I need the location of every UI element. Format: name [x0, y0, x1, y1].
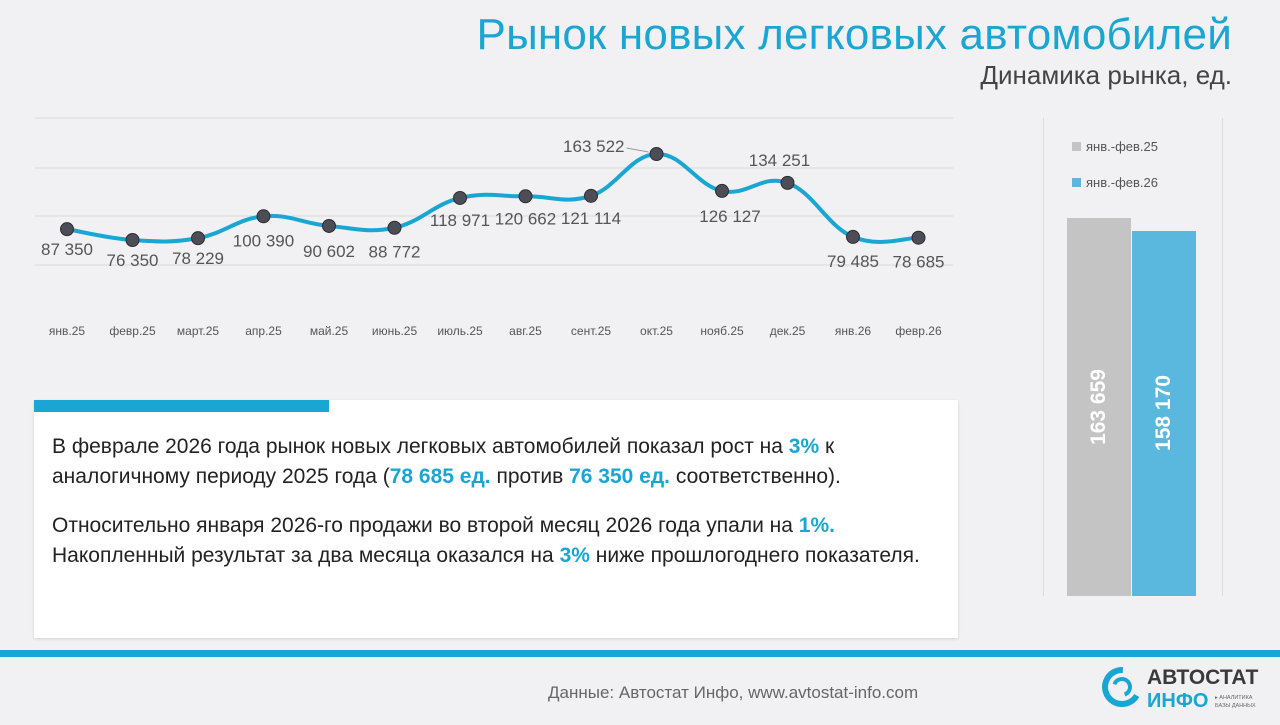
x-tick-label: февр.25: [109, 324, 156, 338]
x-tick-label: авг.25: [509, 324, 542, 338]
bar-value-label: 163 659: [1087, 369, 1110, 445]
data-point-июль.25: [453, 190, 467, 205]
data-point-янв.25: [60, 222, 74, 237]
data-point-апр.25: [256, 209, 271, 224]
card-accent-bar: [34, 400, 329, 412]
highlight-figure: 3%: [559, 544, 590, 567]
bar-jan-feb-26: 158 170: [1132, 230, 1196, 596]
ytd-bar-chart: янв.-фев.25 янв.-фев.26 163 659 158 170: [1043, 118, 1223, 596]
data-point-июнь.25: [387, 220, 402, 235]
paragraph-text: В феврале 2026 года рынок новых легковых…: [52, 435, 789, 458]
summary-paragraph-1: В феврале 2026 года рынок новых легковых…: [52, 432, 952, 492]
page-title: Рынок новых легковых автомобилей: [476, 10, 1232, 59]
legend-item-prev: янв.-фев.25: [1072, 139, 1158, 154]
legend-label-prev: янв.-фев.25: [1086, 139, 1158, 154]
data-source: Данные: Автостат Инфо, www.avtostat-info…: [548, 683, 919, 702]
bar-jan-feb-25: 163 659: [1067, 218, 1131, 596]
page-subtitle: Динамика рынка, ед.: [980, 60, 1232, 90]
data-label: 121 114: [561, 209, 621, 228]
data-point-май.25: [322, 218, 336, 233]
paragraph-text: против: [490, 465, 570, 488]
data-point-нояб.25: [715, 183, 729, 198]
data-point-март.25: [191, 231, 205, 246]
x-tick-label: апр.25: [245, 324, 282, 338]
paragraph-text: Относительно января 2026-го продажи во в…: [52, 514, 799, 537]
highlight-figure: 1%.: [798, 514, 835, 537]
chart-grid: [35, 117, 953, 266]
x-tick-label: март.25: [177, 324, 220, 338]
svg-text:▸ АНАЛИТИКА: ▸ АНАЛИТИКА: [1215, 695, 1253, 701]
x-tick-label: янв.26: [835, 324, 872, 338]
x-tick-label: нояб.25: [700, 324, 744, 338]
label-leader-line: [626, 147, 649, 153]
data-label: 88 772: [369, 243, 421, 262]
data-label: 163 522: [563, 137, 624, 156]
paragraph-text: соответственно).: [670, 465, 841, 488]
data-point-янв.26: [846, 229, 860, 244]
data-labels: 87 350 76 350 78 229 100 390 90 602 88 772 118…: [41, 137, 945, 272]
data-label: 79 485: [827, 252, 879, 271]
highlight-figure: 78 685 ед.: [389, 465, 491, 488]
avtostat-logo: АВТОСТАТ ИНФО ▸ АНАЛИТИКА БАЗЫ ДАННЫХ: [1102, 666, 1258, 712]
data-point-сент.25: [584, 188, 598, 203]
paragraph-text: к аналогичному периоду 2025 года (: [52, 435, 835, 488]
data-markers: [60, 147, 926, 247]
svg-text:АВТОСТАТ: АВТОСТАТ: [1147, 666, 1258, 689]
data-label: 120 662: [495, 209, 556, 228]
data-label: 78 685: [893, 253, 945, 272]
data-point-февр.25: [125, 233, 140, 247]
legend-swatch-curr: [1072, 178, 1081, 187]
data-label: 126 127: [699, 207, 760, 226]
data-label: 76 350: [107, 251, 159, 270]
paragraph-text: Накопленный результат за два месяца оказ…: [52, 544, 560, 567]
x-tick-label: февр.26: [895, 324, 942, 338]
x-tick-label: сент.25: [571, 324, 611, 338]
line-chart: 87 350 76 350 78 229 100 390 90 602 88 772 118…: [35, 117, 953, 338]
x-tick-label: май.25: [310, 324, 349, 338]
data-point-авг.25: [518, 189, 533, 204]
legend-swatch-prev: [1072, 142, 1081, 151]
x-tick-label: окт.25: [640, 324, 673, 338]
data-point-дек.25: [780, 175, 795, 190]
bar-value-label: 158 170: [1152, 375, 1175, 452]
legend-label-curr: янв.-фев.26: [1086, 175, 1158, 190]
summary-paragraph-2: Относительно января 2026-го продажи во в…: [52, 511, 952, 571]
data-label: 100 390: [233, 231, 294, 250]
svg-text:БАЗЫ ДАННЫХ: БАЗЫ ДАННЫХ: [1215, 703, 1256, 709]
highlight-figure: 76 350 ед.: [569, 465, 671, 488]
data-label: 78 229: [172, 249, 224, 268]
paragraph-text: ниже прошлогоднего показателя.: [589, 544, 920, 567]
highlight-figure: 3%: [788, 435, 820, 458]
x-axis-labels: янв.25 февр.25 март.25 апр.25 май.25 июнь.25 и…: [49, 324, 942, 338]
data-label: 118 971: [430, 211, 490, 230]
data-point-февр.26: [911, 230, 926, 245]
x-tick-label: дек.25: [770, 324, 806, 338]
legend-item-curr: янв.-фев.26: [1072, 175, 1158, 190]
data-label: 134 251: [749, 151, 810, 170]
x-tick-label: июль.25: [437, 324, 483, 338]
svg-text:ИНФО: ИНФО: [1147, 690, 1208, 712]
data-label: 90 602: [303, 242, 355, 261]
data-label: 87 350: [41, 240, 93, 259]
x-tick-label: июнь.25: [372, 324, 418, 338]
x-tick-label: янв.25: [49, 324, 86, 338]
data-point-окт.25: [649, 147, 664, 161]
summary-card: В феврале 2026 года рынок новых легковых…: [34, 400, 958, 638]
footer-divider: [0, 650, 1280, 657]
